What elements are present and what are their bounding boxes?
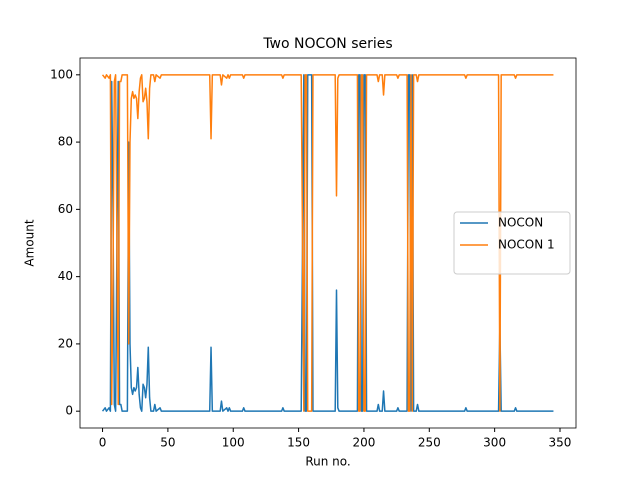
y-tick-label: 40 — [58, 269, 73, 283]
y-tick-label: 100 — [50, 67, 73, 81]
x-tick-label: 300 — [483, 436, 506, 450]
y-tick-label: 60 — [58, 202, 73, 216]
line — [101, 74, 554, 412]
x-tick-label: 0 — [99, 436, 107, 450]
legend-box — [453, 211, 571, 275]
y-tick-label: 20 — [58, 336, 73, 350]
x-tick-label: 150 — [287, 436, 310, 450]
x-tick-label: 200 — [352, 436, 375, 450]
chart-title: Two NOCON series — [262, 36, 392, 52]
legend-label: NOCON 1 — [498, 238, 555, 252]
x-tick-label: 350 — [549, 436, 572, 450]
y-tick-label: 0 — [65, 404, 73, 418]
x-tick-label: 250 — [418, 436, 441, 450]
x-tick-label: 50 — [160, 436, 175, 450]
plot-frame — [79, 57, 577, 429]
y-tick-label: 80 — [58, 135, 73, 149]
x-axis-label: Run no. — [305, 455, 350, 469]
y-axis-label: Amount — [23, 219, 37, 266]
legend-label: NOCON — [498, 216, 543, 230]
x-tick-label: 100 — [222, 436, 245, 450]
line — [101, 74, 554, 412]
